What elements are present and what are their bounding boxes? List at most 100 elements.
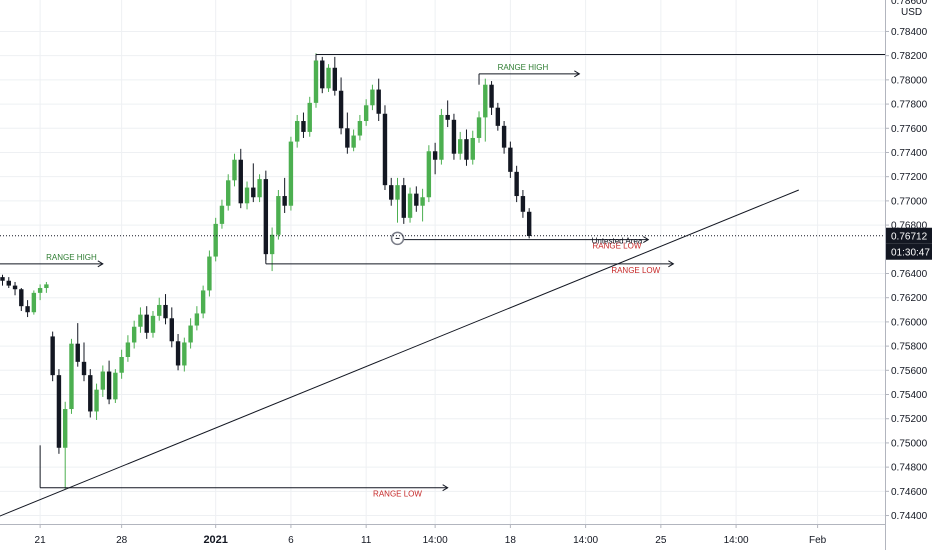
candle-down[interactable] — [12, 281, 18, 296]
candle-up[interactable] — [100, 365, 106, 397]
candle-up[interactable] — [269, 227, 275, 272]
range-low-line[interactable]: RANGE LOW — [40, 484, 449, 499]
candle-up[interactable] — [150, 311, 156, 338]
candle-up[interactable] — [232, 153, 237, 187]
candle-down[interactable] — [389, 177, 394, 206]
candle-up[interactable] — [307, 96, 312, 137]
candle-up[interactable] — [407, 187, 413, 223]
candle-body — [432, 151, 438, 160]
candle-up[interactable] — [219, 199, 225, 229]
candle-body — [251, 187, 256, 198]
range-low-line[interactable]: RANGE LOW — [403, 236, 650, 251]
candle-down[interactable] — [514, 165, 519, 203]
candle-body — [520, 196, 526, 212]
candle-down[interactable] — [106, 360, 112, 405]
candle-up[interactable] — [357, 114, 363, 141]
candle-down[interactable] — [251, 163, 256, 203]
candle-down[interactable] — [144, 306, 149, 339]
candle-up[interactable] — [244, 181, 250, 210]
candle-down[interactable] — [81, 342, 87, 382]
range-low-line[interactable]: RANGE LOW — [265, 260, 675, 275]
candle-down[interactable] — [414, 186, 419, 212]
candle-up[interactable] — [226, 174, 231, 211]
candle-up[interactable] — [131, 320, 137, 349]
candle-up[interactable] — [37, 284, 43, 301]
candle-up[interactable] — [157, 297, 162, 321]
candle-down[interactable] — [445, 100, 450, 128]
candle-up[interactable] — [426, 145, 432, 203]
countdown-tag — [886, 243, 932, 260]
candle-down[interactable] — [520, 189, 526, 218]
candle-down[interactable] — [320, 56, 325, 94]
candle-down[interactable] — [282, 177, 287, 213]
candle-down[interactable] — [50, 331, 55, 382]
candle-down[interactable] — [301, 112, 306, 138]
candle-down[interactable] — [56, 369, 62, 454]
candle-up[interactable] — [313, 53, 319, 108]
candle-down[interactable] — [75, 323, 80, 367]
candle-up[interactable] — [351, 129, 356, 152]
candle-down[interactable] — [489, 81, 494, 115]
candle-down[interactable] — [401, 177, 406, 224]
candle-up[interactable] — [69, 338, 74, 414]
candle-up[interactable] — [276, 189, 281, 240]
candle-down[interactable] — [464, 129, 469, 166]
candle-body — [294, 121, 300, 142]
candle-up[interactable] — [194, 306, 200, 331]
candle-up[interactable] — [439, 108, 444, 165]
candle-down[interactable] — [169, 307, 174, 348]
candle-up[interactable] — [294, 114, 300, 148]
candle-up[interactable] — [395, 177, 400, 223]
candle-down[interactable] — [345, 112, 350, 154]
candle-up[interactable] — [476, 111, 482, 143]
candle-up[interactable] — [119, 349, 124, 379]
candle-up[interactable] — [113, 369, 118, 403]
candle-up[interactable] — [288, 136, 294, 211]
candle-up[interactable] — [326, 64, 331, 92]
candle-down[interactable] — [19, 288, 24, 312]
candle-up[interactable] — [213, 217, 218, 262]
candle-up[interactable] — [138, 307, 143, 333]
candle-down[interactable] — [332, 56, 338, 96]
candle-up[interactable] — [207, 250, 212, 297]
candle-down[interactable] — [263, 170, 269, 261]
candle-up[interactable] — [94, 383, 99, 420]
candle-up[interactable] — [44, 281, 49, 293]
candle-down[interactable] — [382, 105, 388, 190]
candle-up[interactable] — [182, 337, 187, 372]
candle-up[interactable] — [63, 401, 68, 489]
candle-down[interactable] — [508, 141, 513, 178]
candle-down[interactable] — [432, 142, 438, 175]
candle-down[interactable] — [495, 102, 501, 131]
candle-down[interactable] — [175, 334, 181, 371]
candle-down[interactable] — [238, 148, 243, 209]
candle-down[interactable] — [338, 77, 344, 135]
candle-up[interactable] — [125, 335, 131, 362]
candle-down[interactable] — [0, 274, 5, 286]
candle-up[interactable] — [363, 99, 369, 126]
candle-down[interactable] — [501, 121, 507, 154]
candle-up[interactable] — [31, 290, 37, 315]
candle-up[interactable] — [257, 174, 262, 203]
candle-down[interactable] — [376, 78, 381, 122]
candle-up[interactable] — [483, 78, 488, 142]
candle-down[interactable] — [526, 208, 532, 239]
candle-down[interactable] — [88, 369, 93, 418]
candle-down[interactable] — [163, 294, 168, 325]
candle-up[interactable] — [470, 130, 475, 165]
candle-up[interactable] — [458, 131, 463, 160]
trendline[interactable] — [0, 189, 799, 525]
price-tick-label: 0.78200 — [891, 51, 928, 62]
candle-up[interactable] — [188, 318, 193, 349]
candle-up[interactable] — [370, 84, 375, 111]
candle-up[interactable] — [200, 285, 206, 319]
range-high-line[interactable]: RANGE HIGH — [0, 253, 104, 268]
range-high-line[interactable]: RANGE HIGH — [479, 63, 581, 78]
candle-down[interactable] — [451, 113, 457, 160]
candle-up[interactable] — [420, 188, 425, 222]
grid-layer — [0, 0, 885, 524]
candle-down[interactable] — [25, 300, 30, 318]
candle-body — [138, 314, 143, 327]
candle-down[interactable] — [6, 277, 11, 289]
